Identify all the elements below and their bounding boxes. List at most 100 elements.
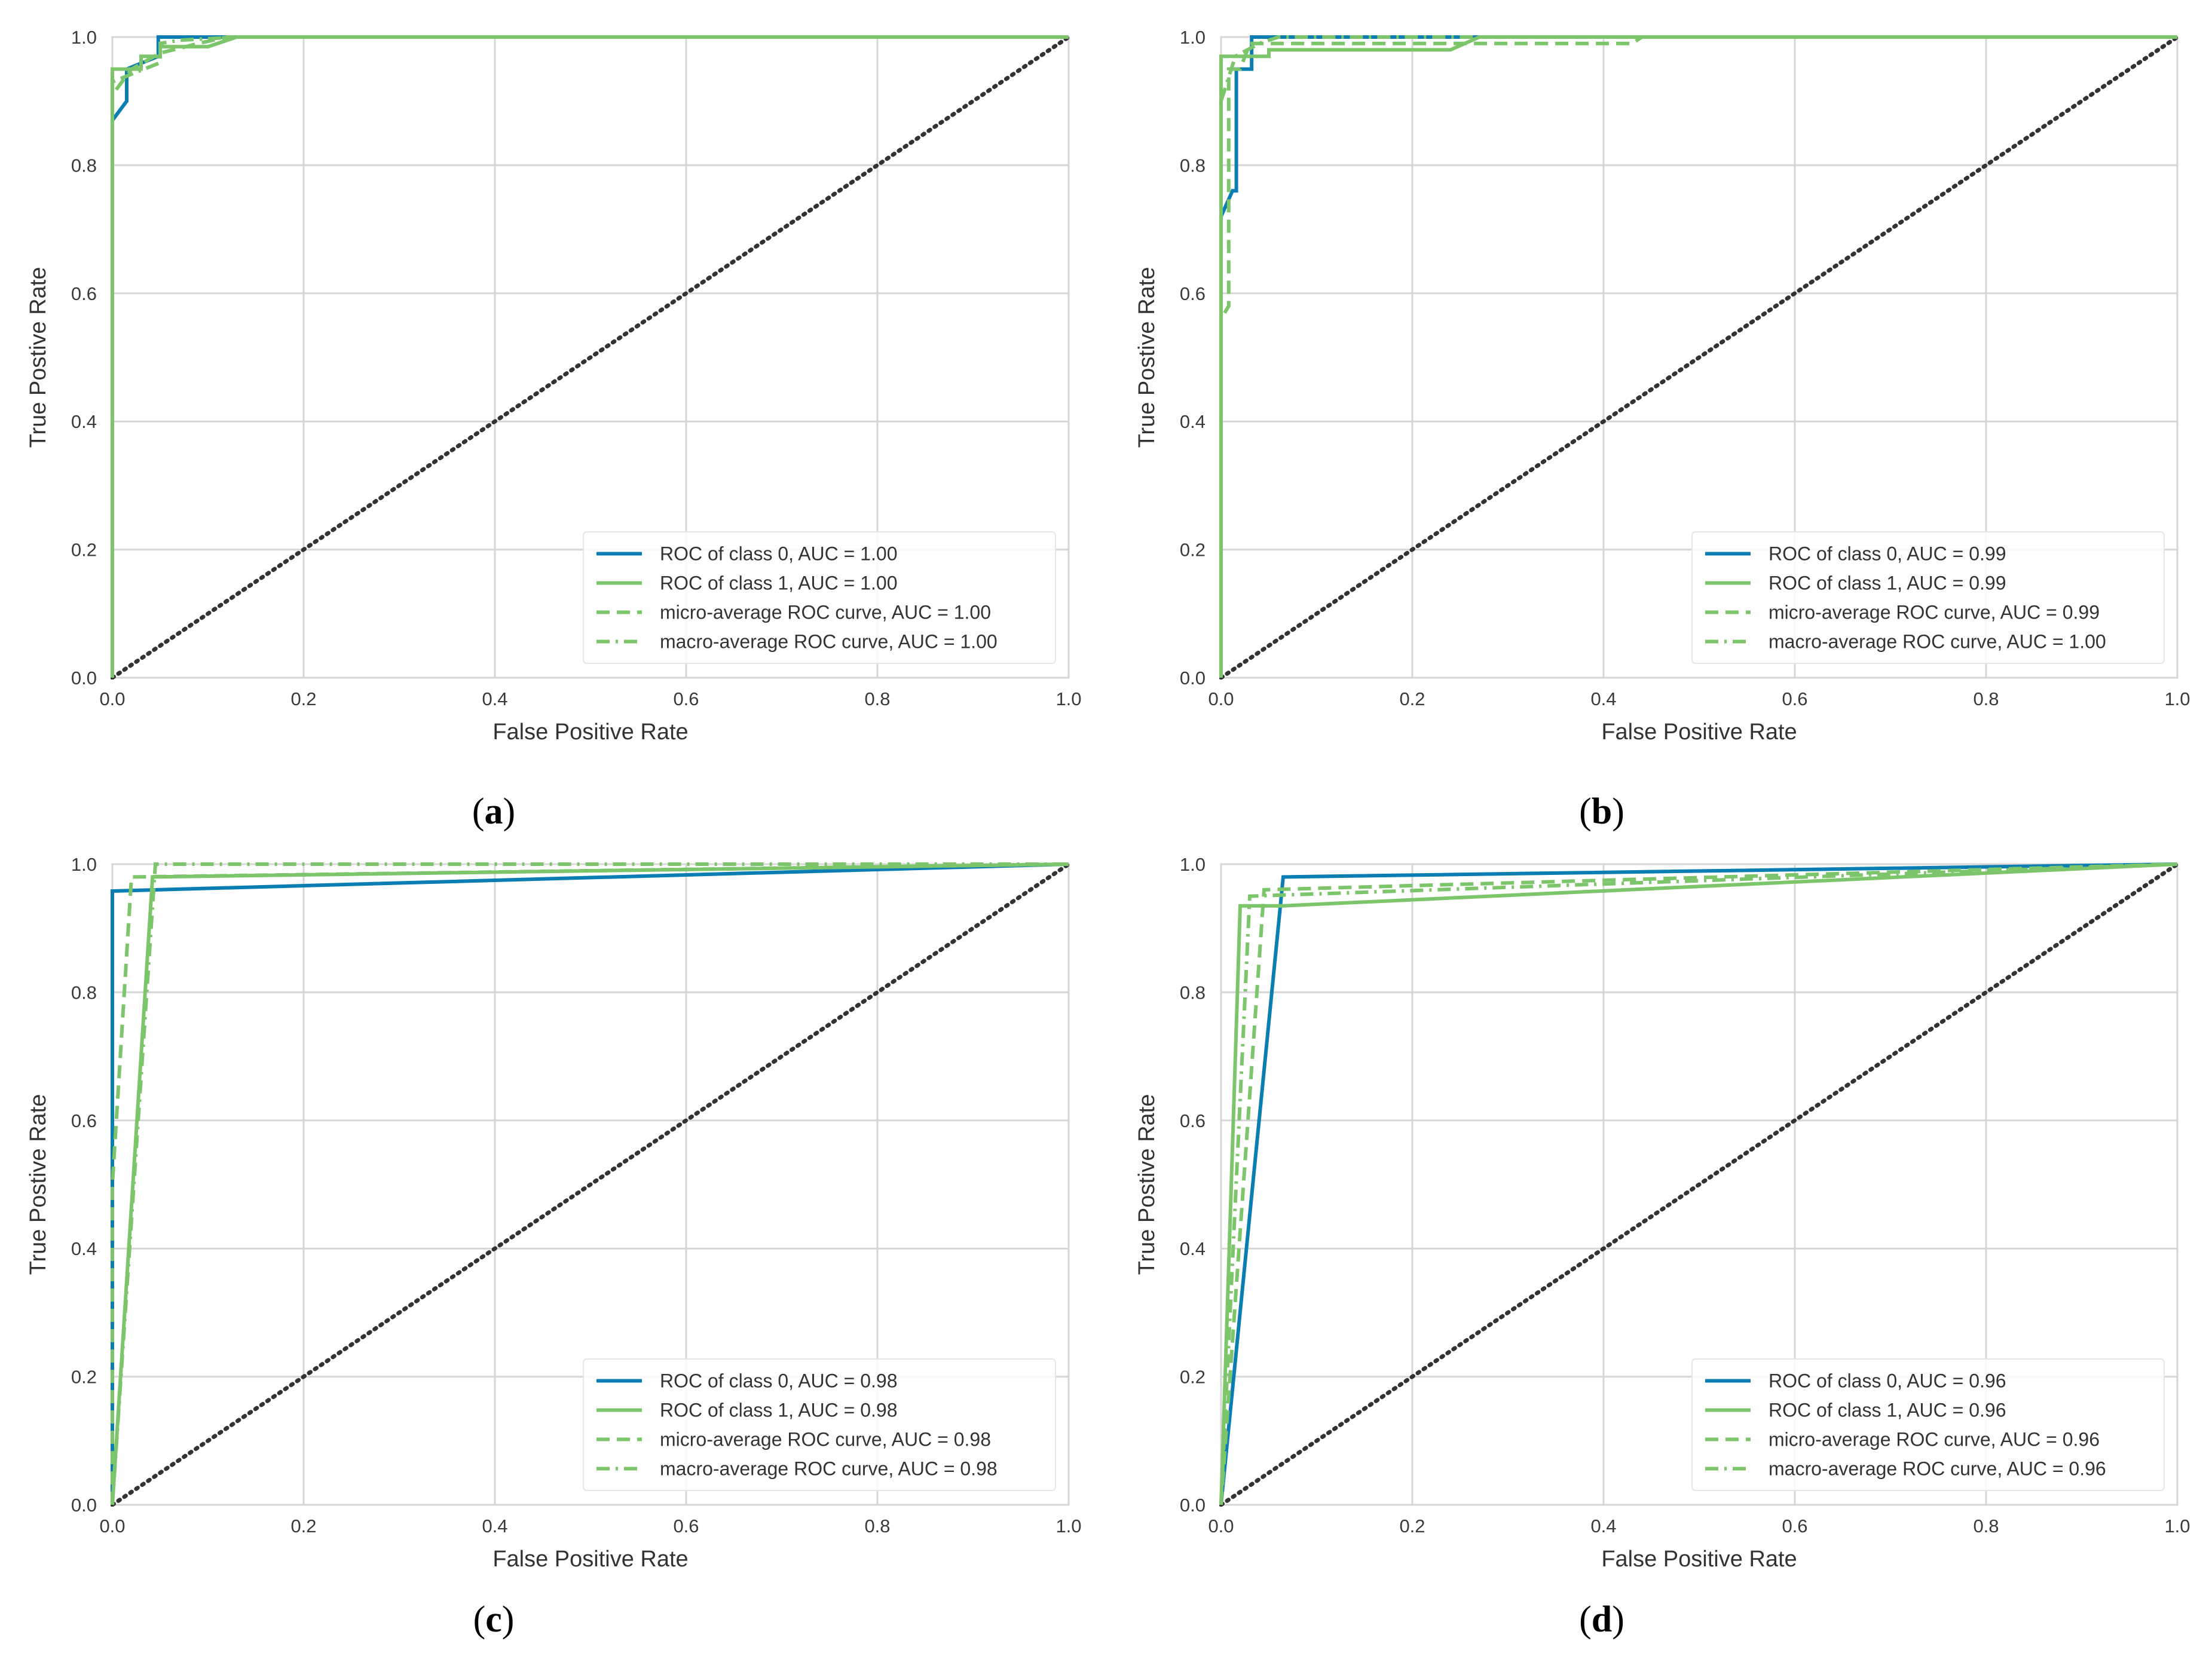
x-tick-label: 0.6 [673,688,699,709]
roc-series-line [1219,35,2177,678]
legend-entry-label: micro-average ROC curve, AUC = 0.99 [1769,602,2100,623]
legend-entry-label: micro-average ROC curve, AUC = 0.98 [660,1429,991,1450]
y-tick-label: 0.0 [1180,1495,1206,1516]
x-tick-label: 0.2 [1399,688,1425,709]
x-tick-label: 1.0 [2164,1516,2190,1536]
chance-diagonal-line [1219,35,2179,679]
legend-entry-label: ROC of class 1, AUC = 1.00 [660,573,898,594]
y-axis-label: True Postive Rate [1134,1094,1159,1275]
x-tick-label: 0.4 [1590,1516,1616,1536]
chance-diagonal-line [111,862,1070,1507]
y-tick-label: 0.6 [71,283,97,304]
y-tick-label: 0.6 [71,1110,97,1131]
y-tick-label: 0.6 [1180,283,1206,304]
y-tick-label: 0.0 [71,668,97,688]
x-tick-label: 0.0 [99,688,125,709]
y-axis-label: True Postive Rate [26,1094,51,1275]
legend: ROC of class 0, AUC = 0.99 ROC of class 1… [1691,531,2165,664]
x-axis-label: False Positive Rate [492,720,688,745]
panel-caption: (b) [1579,791,1624,832]
legend-entry-label: ROC of class 1, AUC = 0.98 [660,1400,898,1421]
x-tick-label: 0.2 [290,688,316,709]
panel-caption-letter: a [485,791,503,832]
x-tick-label: 1.0 [1055,688,1081,709]
x-axis-label: False Positive Rate [492,1547,688,1572]
y-tick-label: 0.8 [1180,155,1206,176]
legend-entry-label: macro-average ROC curve, AUC = 1.00 [1769,631,2106,653]
panel-caption: (a) [472,791,515,832]
y-tick-label: 0.4 [1180,1238,1206,1259]
legend-entry-label: macro-average ROC curve, AUC = 1.00 [660,631,998,653]
x-tick-label: 0.8 [864,688,890,709]
y-tick-label: 0.6 [1180,1110,1206,1131]
y-tick-label: 0.4 [71,411,97,432]
x-axis-label: False Positive Rate [1601,720,1797,745]
legend: ROC of class 0, AUC = 1.00 ROC of class 1… [583,531,1056,664]
y-tick-label: 0.0 [1180,668,1206,688]
x-tick-label: 0.6 [1782,1516,1807,1536]
x-tick-label: 0.4 [1590,688,1616,709]
legend-entry-label: micro-average ROC curve, AUC = 1.00 [660,602,991,623]
roc-series-line [111,862,1069,1505]
y-tick-label: 0.8 [71,982,97,1003]
x-tick-label: 0.2 [290,1516,316,1536]
x-tick-label: 0.8 [864,1516,890,1536]
roc-series-line [1219,862,2178,1505]
chance-diagonal-line [1219,862,2179,1507]
x-tick-label: 0.8 [1973,1516,1999,1536]
roc-panel-c: 0.0 0.2 0.4 0.6 0.8 1.0 0.0 0.2 0.4 0.6 0.8 1.0 Fals… [26,854,1082,1640]
legend-entry-label: macro-average ROC curve, AUC = 0.96 [1769,1458,2106,1480]
roc-series-line [111,35,1069,678]
x-tick-label: 0.4 [482,688,507,709]
x-tick-label: 1.0 [1055,1516,1081,1536]
legend-entry-label: ROC of class 0, AUC = 0.96 [1769,1370,2006,1392]
legend-entry-label: ROC of class 0, AUC = 1.00 [660,543,898,565]
roc-panel-d: 0.0 0.2 0.4 0.6 0.8 1.0 0.0 0.2 0.4 0.6 0.8 1.0 Fals… [1134,854,2190,1640]
y-tick-label: 0.4 [1180,411,1206,432]
y-tick-label: 1.0 [71,854,97,875]
legend-entry-label: ROC of class 0, AUC = 0.98 [660,1370,898,1392]
roc-series-line [1219,862,2178,1505]
legend-entry-label: micro-average ROC curve, AUC = 0.96 [1769,1429,2100,1450]
series-group [1219,862,2179,1507]
y-tick-label: 0.2 [71,1367,97,1388]
y-tick-label: 0.2 [1180,1367,1206,1388]
y-axis-label: True Postive Rate [26,267,51,448]
y-tick-label: 0.2 [71,540,97,561]
x-tick-label: 0.6 [1782,688,1807,709]
y-tick-label: 1.0 [1180,27,1206,48]
y-tick-label: 0.2 [1180,540,1206,561]
x-tick-label: 1.0 [2164,688,2190,709]
x-axis-label: False Positive Rate [1601,1547,1797,1572]
legend: ROC of class 0, AUC = 0.96 ROC of class 1… [1691,1358,2165,1491]
roc-panel-a: 0.0 0.2 0.4 0.6 0.8 1.0 0.0 0.2 0.4 0.6 0.8 1.0 Fals… [26,27,1082,832]
x-tick-label: 0.0 [1208,688,1234,709]
roc-series-line [111,862,1069,1505]
legend-box [583,1358,1056,1491]
y-tick-label: 0.8 [71,155,97,176]
legend-entry-label: ROC of class 1, AUC = 0.99 [1769,573,2006,594]
y-tick-label: 0.0 [71,1495,97,1516]
x-tick-label: 0.2 [1399,1516,1425,1536]
x-tick-label: 0.0 [1208,1516,1234,1536]
roc-series-line [1219,35,2177,678]
panel-caption: (c) [473,1599,515,1640]
legend: ROC of class 0, AUC = 0.98 ROC of class 1… [583,1358,1056,1491]
panel-caption-letter: c [485,1599,502,1640]
x-tick-label: 0.8 [1973,688,1999,709]
roc-panel-b: 0.0 0.2 0.4 0.6 0.8 1.0 0.0 0.2 0.4 0.6 0.8 1.0 Fals… [1134,27,2190,832]
legend-box [1691,1358,2165,1491]
series-group [111,862,1070,1507]
y-axis-label: True Postive Rate [1134,267,1159,448]
y-tick-label: 0.4 [71,1238,97,1259]
legend-entry-label: macro-average ROC curve, AUC = 0.98 [660,1458,998,1480]
x-tick-label: 0.4 [482,1516,507,1536]
y-tick-label: 1.0 [71,27,97,48]
series-group [1219,35,2179,679]
roc-series-line [1219,862,2178,1505]
series-group [111,35,1070,679]
x-tick-label: 0.6 [673,1516,699,1536]
roc-series-line [1219,35,2177,678]
panel-caption-letter: d [1592,1599,1612,1640]
